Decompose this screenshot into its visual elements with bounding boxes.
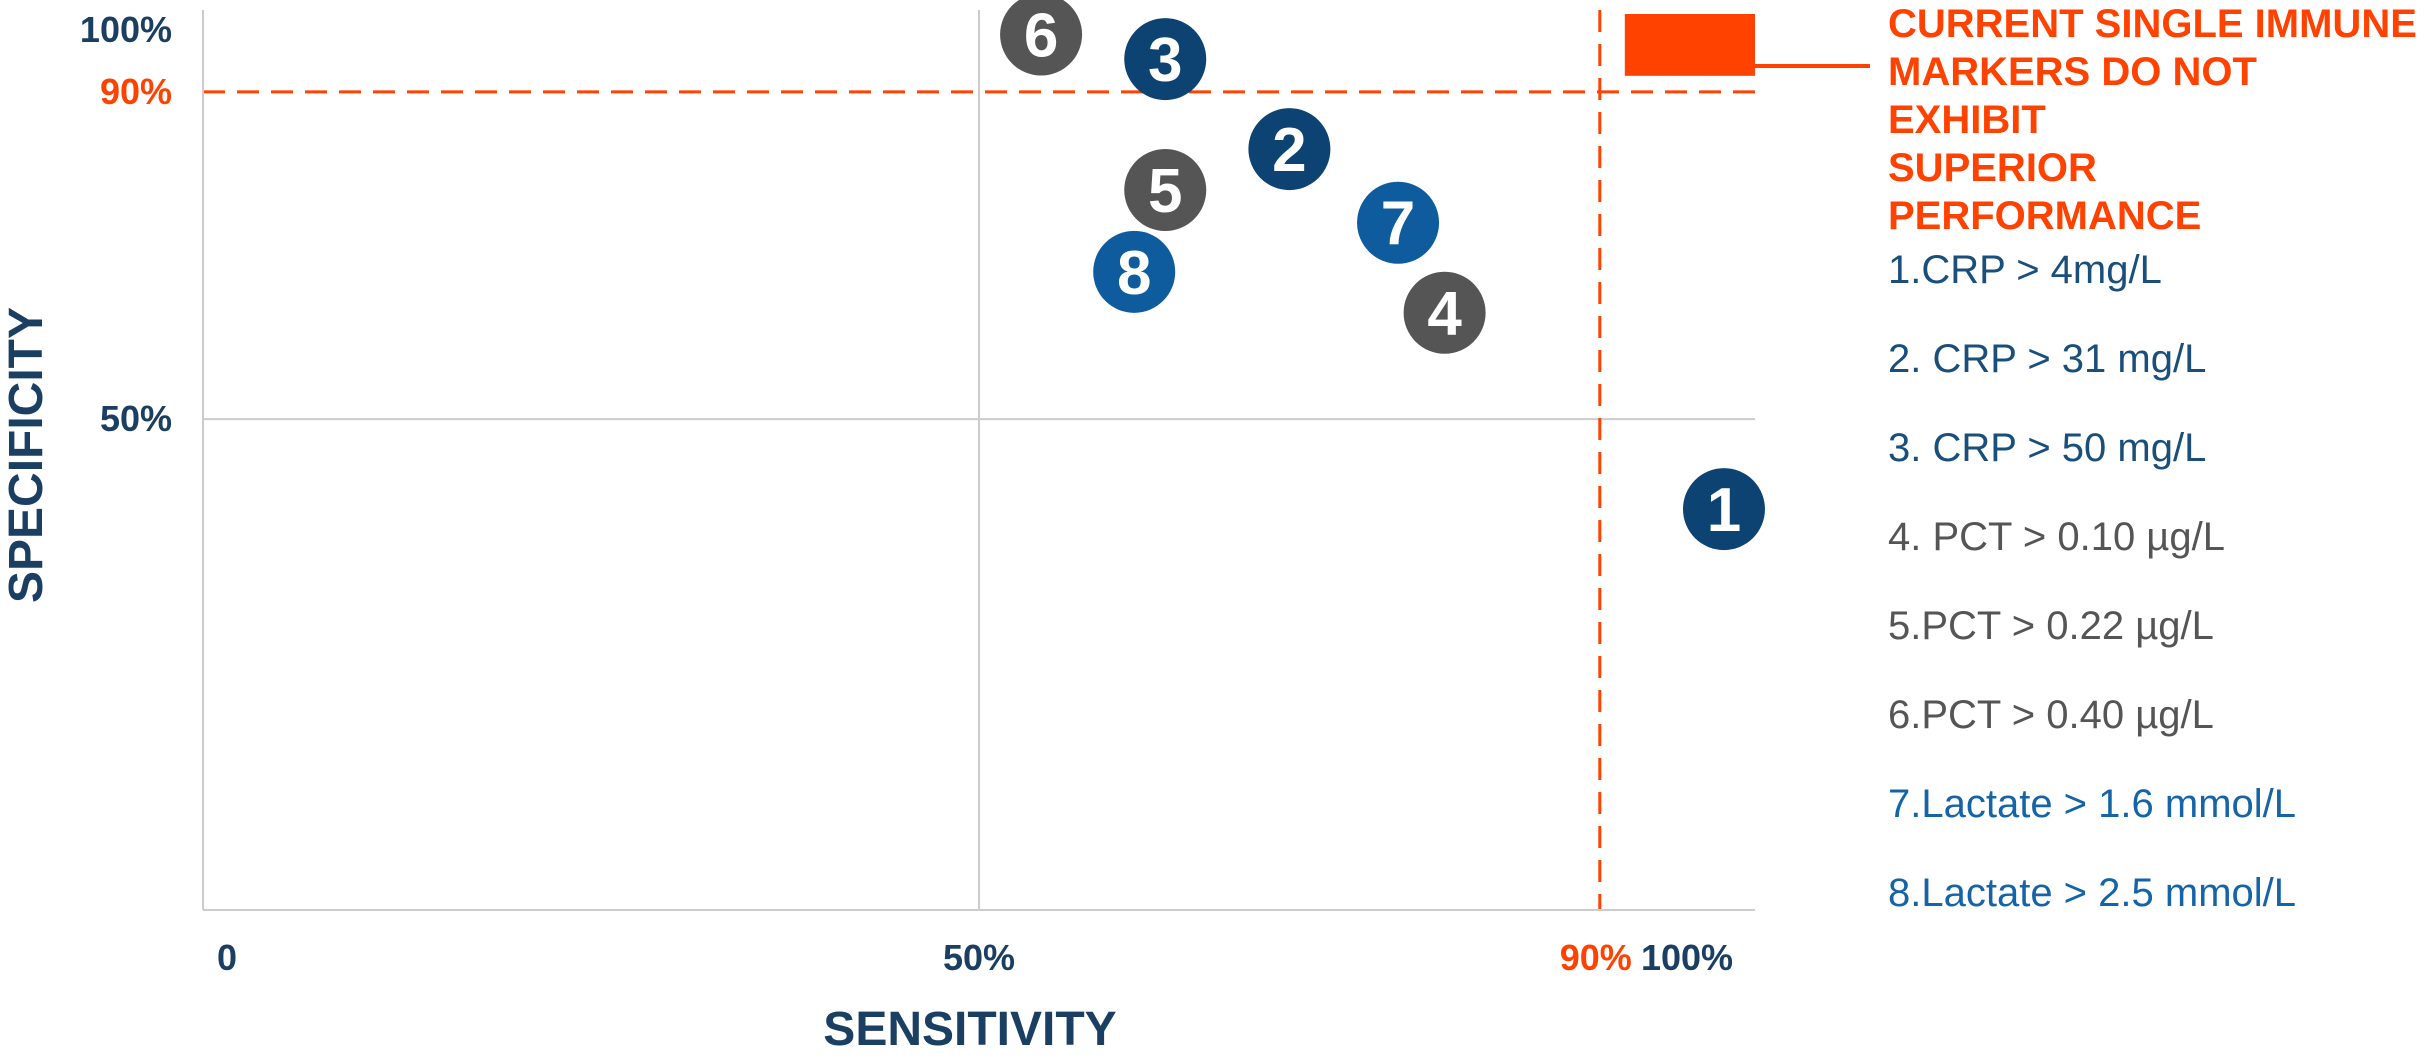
data-point-2 bbox=[1248, 108, 1331, 191]
legend-item: 7.Lactate > 1.6 mmol/L bbox=[1888, 782, 2297, 826]
data-point-6 bbox=[1000, 0, 1083, 76]
x-axis-label: SENSITIVITY bbox=[823, 1003, 1116, 1056]
target-region-box bbox=[1624, 14, 1755, 76]
data-point-label: 7 bbox=[1381, 190, 1415, 259]
data-point-8 bbox=[1093, 230, 1176, 313]
y-tick-labels: 100% 90% 50% bbox=[80, 9, 172, 439]
y-tick-label: 50% bbox=[100, 398, 172, 439]
data-point-5 bbox=[1124, 149, 1207, 231]
data-point-1 bbox=[1682, 468, 1765, 551]
data-points: 1 2 3 4 5 6 7 8 bbox=[1000, 0, 1765, 551]
callout-line: SUPERIOR PERFORMANCE bbox=[1888, 146, 2202, 238]
legend-item: 8.Lactate > 2.5 mmol/L bbox=[1888, 871, 2297, 915]
legend-item: 1.CRP > 4mg/L bbox=[1888, 248, 2162, 292]
x-tick-labels: 0 50% 90% 100% bbox=[217, 937, 1733, 978]
x-tick-label: 0 bbox=[217, 937, 237, 978]
target-region bbox=[1624, 14, 1870, 76]
data-point-label: 8 bbox=[1117, 239, 1151, 308]
x-tick-label: 90% bbox=[1560, 937, 1632, 978]
data-point-label: 3 bbox=[1148, 26, 1182, 95]
data-point-3 bbox=[1124, 18, 1207, 101]
legend-item: 5.PCT > 0.22 µg/L bbox=[1888, 604, 2214, 648]
y-tick-label: 90% bbox=[100, 71, 172, 112]
data-point-label: 5 bbox=[1148, 157, 1182, 226]
x-tick-label: 50% bbox=[943, 937, 1015, 978]
x-tick-label: 100% bbox=[1641, 937, 1733, 978]
grid-lines bbox=[203, 10, 1755, 910]
axes bbox=[202, 10, 1755, 911]
data-point-label: 6 bbox=[1024, 2, 1058, 71]
callout-line: MARKERS DO NOT EXHIBIT bbox=[1888, 50, 2257, 142]
callout-line: CURRENT SINGLE IMMUNE bbox=[1888, 2, 2417, 46]
legend-item: 4. PCT > 0.10 µg/L bbox=[1888, 515, 2225, 559]
data-point-label: 1 bbox=[1707, 476, 1741, 545]
data-point-7 bbox=[1357, 181, 1440, 264]
threshold-lines bbox=[203, 10, 1755, 910]
sensitivity-specificity-chart: 0 50% 90% 100% 100%90%50% SENSITIVITY SPECI… bbox=[0, 0, 1870, 1056]
y-tick-label: 100% bbox=[80, 9, 172, 50]
y-axis-label: SPECIFICITY bbox=[0, 307, 53, 603]
callout-text: CURRENT SINGLE IMMUNE MARKERS DO NOT EXH… bbox=[1888, 0, 2418, 240]
data-point-label: 4 bbox=[1427, 280, 1462, 349]
data-point-label: 2 bbox=[1272, 116, 1306, 185]
legend-item: 6.PCT > 0.40 µg/L bbox=[1888, 693, 2214, 737]
legend-item: 2. CRP > 31 mg/L bbox=[1888, 337, 2207, 381]
legend-item: 3. CRP > 50 mg/L bbox=[1888, 426, 2207, 470]
data-point-4 bbox=[1403, 271, 1486, 354]
